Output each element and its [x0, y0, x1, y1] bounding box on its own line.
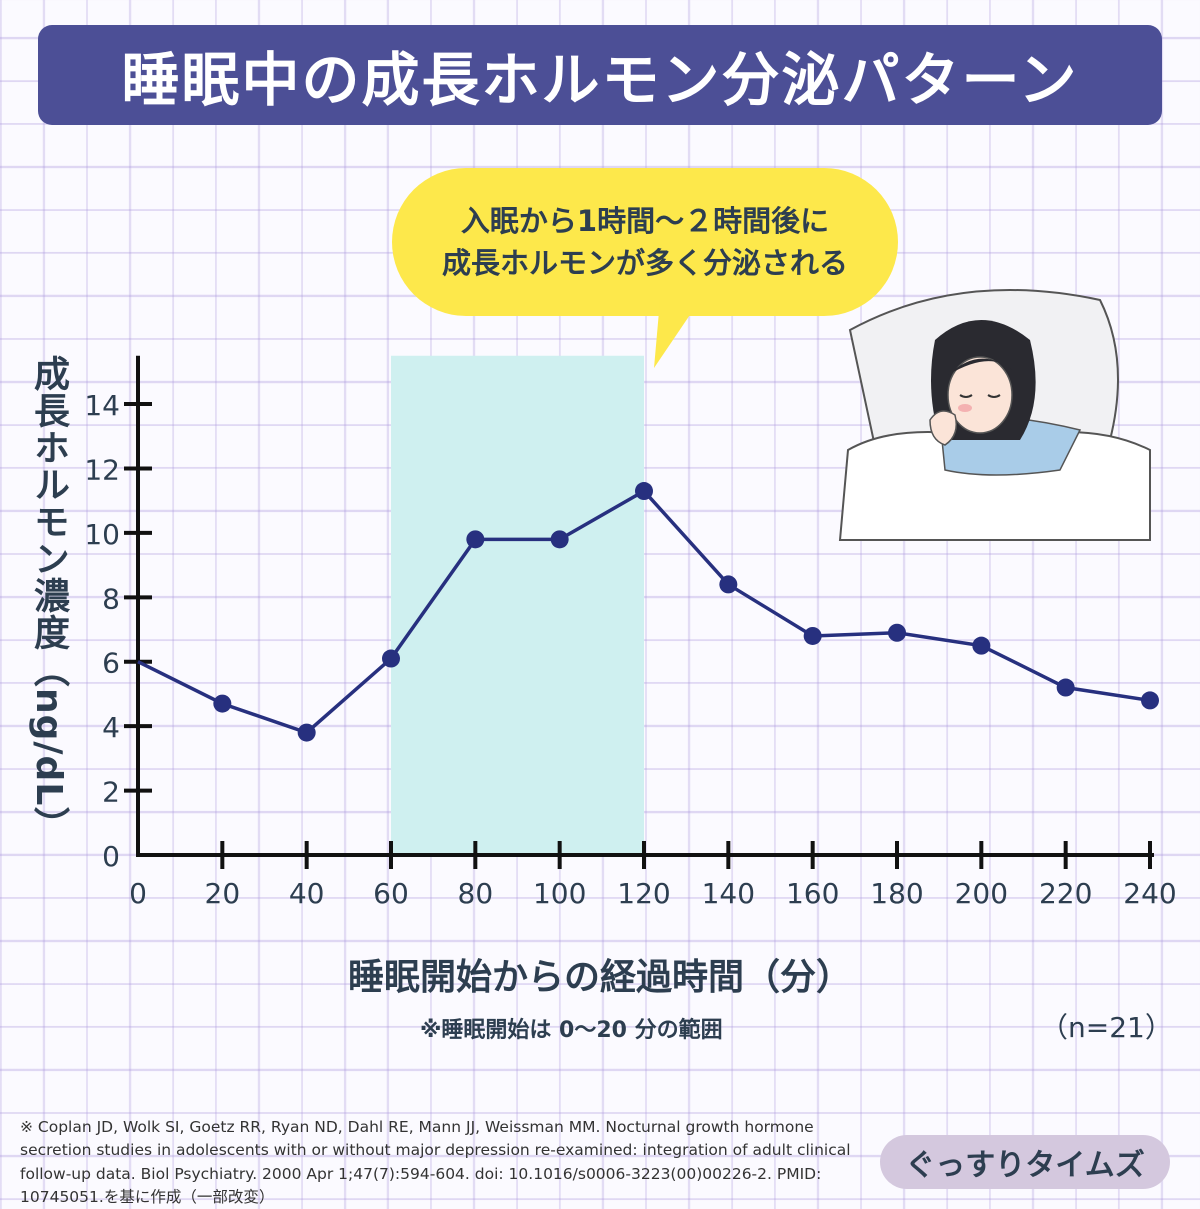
data-point [382, 649, 400, 668]
sleeping-girl-illustration [838, 289, 1151, 541]
y-tick-label: 0 [102, 840, 120, 873]
data-point [213, 694, 232, 713]
x-tick-label: 120 [617, 877, 670, 910]
y-tick-label: 6 [102, 647, 120, 680]
y-tick-label: 14 [84, 389, 120, 422]
y-tick-label: 12 [84, 453, 120, 486]
x-tick-label: 240 [1123, 877, 1176, 910]
data-point [297, 723, 316, 742]
y-axis-label: 成長ホルモン濃度（ng/dL） [28, 355, 69, 844]
data-point [466, 530, 485, 549]
footnote: ※睡眠開始は 0〜20 分の範囲 [420, 1018, 723, 1043]
citation: ※ Coplan JD, Wolk SI, Goetz RR, Ryan ND,… [20, 1118, 851, 1206]
data-point [888, 623, 906, 642]
data-point [635, 482, 653, 501]
x-tick-label: 100 [533, 877, 586, 910]
page-title: 睡眠中の成長ホルモン分泌パターン [38, 25, 1162, 125]
x-tick-label: 0 [129, 877, 147, 910]
callout-line-2: 成長ホルモンが多く分泌される [441, 246, 848, 280]
sample-size: （n=21） [1040, 1011, 1173, 1044]
data-point [719, 575, 738, 594]
x-tick-label: 40 [289, 877, 325, 910]
y-tick-label: 10 [84, 518, 120, 551]
x-tick-label: 180 [870, 877, 923, 910]
data-point [803, 626, 822, 645]
data-point [550, 530, 569, 549]
callout-tail [654, 300, 700, 368]
x-tick-label: 200 [955, 877, 1008, 910]
data-point [1141, 691, 1159, 710]
callout-line-1: 入眠から1時間〜２時間後に [460, 203, 830, 238]
callout-bubble: 入眠から1時間〜２時間後に 成長ホルモンが多く分泌される [392, 168, 898, 316]
x-tick-label: 220 [1039, 877, 1092, 910]
data-point [1056, 678, 1075, 697]
y-tick-label: 8 [102, 582, 120, 615]
highlight-region [391, 355, 644, 855]
x-tick-label: 140 [702, 877, 755, 910]
data-point [972, 636, 991, 655]
y-tick-label: 4 [102, 711, 120, 744]
x-tick-label: 80 [458, 877, 494, 910]
x-tick-label: 160 [786, 877, 839, 910]
x-tick-label: 20 [205, 877, 241, 910]
x-tick-label: 60 [373, 877, 409, 910]
y-tick-label: 2 [102, 776, 120, 809]
x-axis-label: 睡眠開始からの経過時間（分） [347, 957, 852, 998]
brand-logo: ぐっすりタイムズ [880, 1135, 1170, 1189]
